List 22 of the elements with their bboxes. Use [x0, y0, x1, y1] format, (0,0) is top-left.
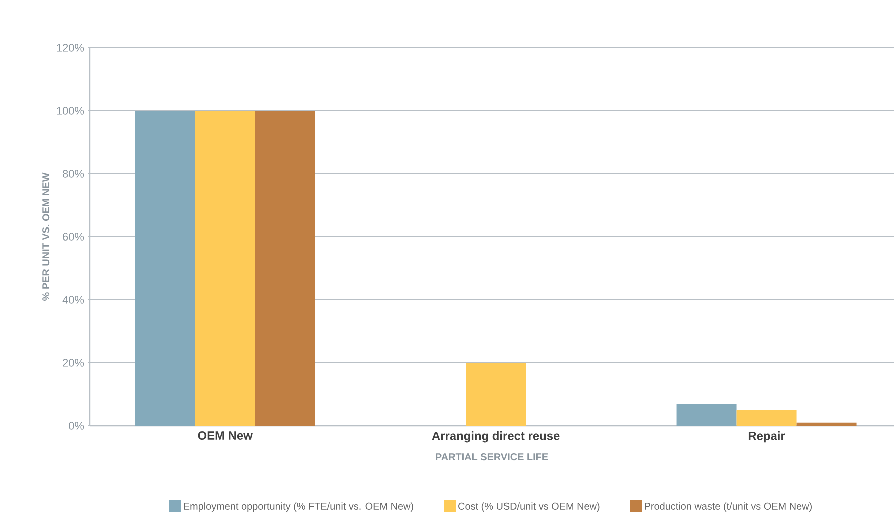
y-axis-title: % PER UNIT VS. OEM NEW	[42, 172, 50, 301]
legend-label: Production waste (t/unit vs OEM New)	[645, 502, 812, 512]
x-tick-label: Repair	[748, 432, 786, 443]
y-tick-label: 80%	[63, 170, 84, 178]
x-tick-label: OEM New	[198, 432, 253, 440]
bar	[255, 110, 316, 426]
x-tick-label: Arranging direct reuse	[432, 432, 560, 443]
y-tick-label: 20%	[63, 359, 84, 367]
bar	[135, 110, 196, 426]
y-tick-label: 40%	[62, 296, 84, 304]
bar	[676, 404, 737, 426]
bar	[796, 422, 857, 426]
legend-label: Employment opportunity (% FTE/unit vs. OEM New)	[184, 502, 414, 512]
legend-label: Cost (% USD/unit vs OEM New)	[458, 502, 600, 512]
x-axis-title: PARTIAL SERVICE LIFE	[436, 454, 548, 461]
y-tick-label: 100%	[57, 107, 84, 115]
bar	[466, 363, 526, 426]
bar	[736, 410, 797, 426]
y-tick-label: 0%	[69, 422, 84, 430]
y-tick-label: 120%	[57, 44, 84, 52]
bar	[195, 110, 256, 426]
y-tick-label: 60%	[63, 233, 84, 241]
